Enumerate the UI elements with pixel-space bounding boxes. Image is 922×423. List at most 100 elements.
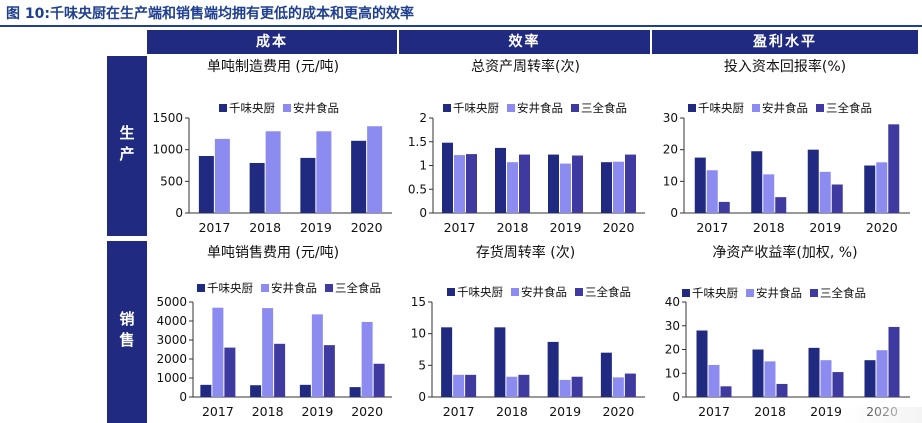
- legend-swatch: [810, 289, 818, 297]
- y-tick-label: 0: [419, 206, 427, 220]
- chart-panel-2: 总资产周转率(次) 0 0.5 1 1.5 2 2017 2018 2019 2020 千味央厨 安…: [399, 56, 652, 239]
- chart-panel-5: 存货周转率 (次) 0 5 10 15 2017 2018 2019 2020 千味央厨 安井食品…: [399, 242, 652, 423]
- legend-swatch: [443, 104, 451, 112]
- bar-qianwei: [494, 327, 506, 397]
- legend-item-anjing: 安井食品: [511, 284, 567, 300]
- bar-qianwei: [807, 149, 819, 213]
- chart-title: 存货周转率 (次): [475, 245, 576, 261]
- bar-sanquan: [323, 345, 335, 397]
- bar-qianwei: [548, 154, 559, 213]
- legend-swatch: [688, 104, 696, 112]
- chart-title: 投入资本回报率(%): [723, 59, 847, 75]
- legend-item-anjing: 安井食品: [507, 100, 563, 116]
- legend-item-sanquan: 三全食品: [571, 100, 627, 116]
- legend-swatch: [261, 284, 269, 292]
- bar-sanquan: [571, 376, 583, 397]
- chart-panel-4: 单吨销售费用 (元/吨) 0 1000 2000 3000 4000 5000 2017 20…: [147, 242, 399, 423]
- legend-item-qianwei: 千味央厨: [219, 100, 275, 116]
- bar-qianwei: [250, 385, 262, 397]
- legend-item-anjing: 安井食品: [746, 285, 802, 301]
- x-tick-label: 2018: [249, 220, 281, 235]
- y-tick-label: 1.5: [408, 135, 427, 149]
- legend-swatch: [197, 284, 205, 292]
- legend-swatch: [575, 288, 583, 296]
- bar-sanquan: [625, 154, 636, 213]
- bar-qianwei: [808, 347, 820, 397]
- x-tick-label: 2020: [603, 220, 635, 235]
- legend-item-sanquan: 三全食品: [325, 280, 381, 296]
- column-header-efficiency: 效率: [399, 30, 650, 54]
- bar-anjing: [763, 174, 775, 213]
- y-tick-label: 3000: [156, 333, 187, 347]
- x-tick-label: 2018: [754, 404, 786, 419]
- y-tick-label: 1000: [156, 371, 187, 385]
- bar-anjing: [559, 379, 571, 397]
- x-tick-label: 2017: [444, 220, 476, 235]
- legend-swatch: [507, 104, 515, 112]
- bar-qianwei: [601, 162, 612, 213]
- bar-anjing: [708, 364, 720, 397]
- bar-anjing: [262, 308, 274, 397]
- chart-panel-6: 净资产收益率(加权, %) 0102030402017201820192020千…: [652, 242, 918, 423]
- bar-qianwei: [299, 384, 311, 397]
- bar-anjing: [316, 131, 332, 213]
- legend-swatch: [511, 288, 519, 296]
- bar-anjing: [612, 377, 624, 397]
- y-tick-label: 10: [665, 366, 680, 380]
- bar-qianwei: [694, 157, 706, 213]
- x-tick-label: 2017: [202, 404, 234, 419]
- legend-item-anjing: 安井食品: [752, 100, 808, 116]
- chart-svg: 0 500 1000 1500 2017 2018 2019 2020: [152, 111, 392, 235]
- bar-sanquan: [720, 386, 732, 397]
- legend: 千味央厨 安井食品 三全食品: [682, 285, 866, 301]
- legend-swatch: [219, 104, 227, 112]
- column-header-cost: 成本: [147, 30, 397, 54]
- y-tick-label: 40: [665, 295, 680, 309]
- legend-label: 千味央厨: [229, 101, 275, 115]
- legend-swatch: [283, 104, 291, 112]
- bar-qianwei: [600, 352, 612, 397]
- y-tick-label: 5: [418, 358, 426, 372]
- legend: 千味央厨 安井食品: [219, 100, 339, 116]
- bar-sanquan: [888, 326, 900, 397]
- legend: 千味央厨 安井食品 三全食品: [197, 280, 381, 296]
- legend-label: 三全食品: [826, 101, 872, 115]
- bar-qianwei: [198, 156, 214, 213]
- legend-swatch: [447, 288, 455, 296]
- y-tick-label: 0: [179, 390, 187, 404]
- legend-label: 三全食品: [581, 101, 627, 115]
- bar-qianwei: [752, 349, 764, 397]
- bar-qianwei: [696, 330, 708, 397]
- bar-sanquan: [775, 197, 787, 213]
- x-tick-label: 2019: [809, 220, 841, 235]
- bar-anjing: [613, 161, 624, 213]
- x-tick-label: 2019: [300, 220, 332, 235]
- chart-panel-3: 投入资本回报率(%) 0 10 20 30 2017 2018 2019 2020 千味央厨 安井…: [652, 56, 918, 239]
- chart-svg: 0 5 10 15 2017 2018 2019 2020: [411, 295, 645, 419]
- legend: 千味央厨 安井食品 三全食品: [443, 100, 627, 116]
- bar-anjing: [706, 170, 718, 213]
- y-tick-label: 15: [411, 295, 426, 309]
- legend-label: 安井食品: [271, 281, 317, 295]
- legend-swatch: [816, 104, 824, 112]
- legend-label: 安井食品: [517, 101, 563, 115]
- bar-anjing: [311, 314, 323, 397]
- legend-label: 三全食品: [335, 281, 381, 295]
- legend: 千味央厨 安井食品 三全食品: [688, 100, 872, 116]
- legend-item-sanquan: 三全食品: [810, 285, 866, 301]
- legend-label: 安井食品: [756, 286, 802, 300]
- legend-item-anjing: 安井食品: [283, 100, 339, 116]
- bar-sanquan: [572, 155, 583, 213]
- legend-swatch: [682, 289, 690, 297]
- bar-sanquan: [518, 374, 530, 397]
- bar-anjing: [507, 162, 518, 213]
- legend: 千味央厨 安井食品 三全食品: [447, 284, 631, 300]
- bar-qianwei: [200, 384, 212, 397]
- bar-sanquan: [624, 373, 636, 397]
- legend-swatch: [746, 289, 754, 297]
- y-tick-label: 30: [663, 111, 678, 125]
- legend-item-sanquan: 三全食品: [816, 100, 872, 116]
- bar-sanquan: [519, 154, 530, 213]
- x-tick-label: 2020: [351, 220, 383, 235]
- chart-title: 单吨销售费用 (元/吨): [206, 245, 340, 261]
